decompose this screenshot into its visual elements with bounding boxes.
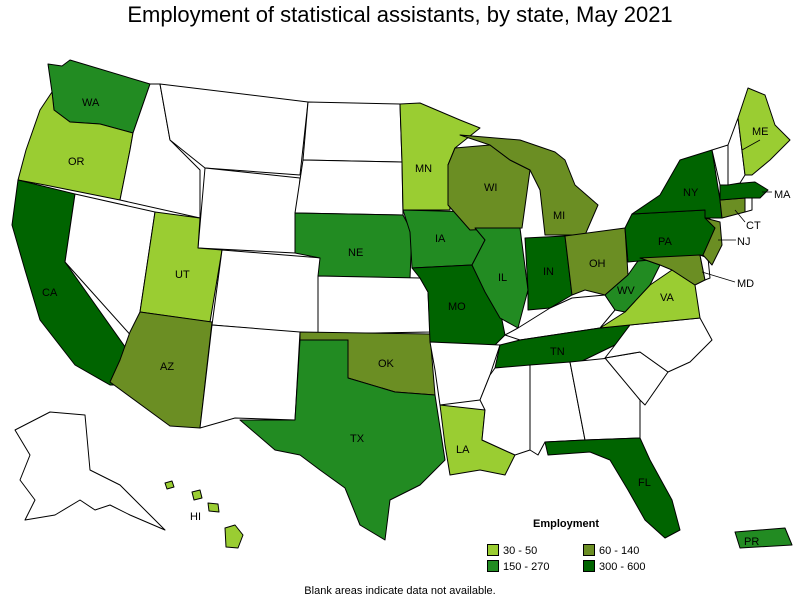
label-ca: CA: [42, 287, 58, 299]
legend-label-4: 300 - 600: [599, 561, 646, 573]
state-ks[interactable]: [317, 275, 431, 335]
state-ct[interactable]: [719, 197, 746, 219]
legend-item-4: 300 - 600: [583, 560, 645, 573]
legend-swatch-1: [487, 544, 499, 556]
legend-title: Employment: [533, 518, 600, 530]
legend-label-2: 60 - 140: [599, 545, 640, 557]
label-hi: HI: [190, 511, 201, 523]
legend-swatch-2: [583, 544, 595, 556]
label-in: IN: [543, 266, 554, 278]
state-mt[interactable]: [159, 83, 309, 176]
label-ny: NY: [683, 187, 699, 199]
legend-swatch-3: [487, 560, 499, 572]
label-mo: MO: [448, 301, 466, 313]
label-mn: MN: [415, 163, 432, 175]
state-hi[interactable]: [224, 524, 244, 549]
state-nd[interactable]: [302, 101, 403, 163]
label-wa: WA: [82, 97, 100, 109]
state-nh[interactable]: [727, 117, 746, 186]
label-ma: MA: [774, 189, 791, 201]
label-ct: CT: [746, 220, 761, 232]
map-title: Employment of statistical assistants, by…: [127, 2, 673, 27]
legend-swatch-4: [583, 560, 595, 572]
label-ok: OK: [378, 358, 395, 370]
label-wv: WV: [617, 285, 635, 297]
leader-ct: [734, 209, 746, 223]
label-or: OR: [68, 156, 85, 168]
state-pr[interactable]: [734, 527, 793, 549]
label-az: AZ: [160, 361, 174, 373]
state-ri[interactable]: [744, 197, 753, 213]
state-ak[interactable]: [14, 411, 166, 531]
label-mi: MI: [553, 210, 565, 222]
label-va: VA: [660, 292, 675, 304]
label-tx: TX: [350, 433, 365, 445]
state-wv[interactable]: [604, 257, 661, 313]
state-fl[interactable]: [544, 437, 681, 539]
state-il[interactable]: [471, 227, 529, 329]
legend-item-3: 150 - 270: [487, 560, 549, 573]
label-nj: NJ: [737, 236, 750, 248]
state-co[interactable]: [211, 249, 323, 335]
label-la: LA: [456, 444, 470, 456]
label-pa: PA: [658, 236, 673, 248]
legend-item-1: 30 - 50: [487, 544, 537, 557]
state-tx[interactable]: [239, 339, 446, 541]
legend-item-2: 60 - 140: [583, 544, 639, 557]
footnote: Blank areas indicate data not available.: [304, 585, 496, 597]
state-me[interactable]: [737, 87, 791, 176]
label-il: IL: [498, 272, 507, 284]
label-ne: NE: [348, 247, 363, 259]
label-wi: WI: [484, 182, 497, 194]
state-nm[interactable]: [199, 324, 301, 429]
label-tn: TN: [550, 346, 565, 358]
state-labels: WA OR CA UT AZ NE TX OK MN IA MO LA WI I…: [42, 97, 791, 548]
label-fl: FL: [638, 477, 651, 489]
label-ut: UT: [175, 269, 190, 281]
label-oh: OH: [589, 258, 606, 270]
state-nj[interactable]: [702, 217, 723, 266]
state-hi-islands[interactable]: [164, 480, 220, 513]
label-md: MD: [737, 278, 754, 290]
legend-label-3: 150 - 270: [503, 561, 550, 573]
state-wy[interactable]: [197, 167, 301, 254]
state-ny[interactable]: [631, 149, 723, 219]
state-ma[interactable]: [719, 181, 769, 201]
label-me: ME: [752, 126, 769, 138]
leader-md: [701, 271, 736, 283]
label-ia: IA: [435, 233, 446, 245]
state-sd[interactable]: [294, 159, 404, 216]
legend-label-1: 30 - 50: [503, 545, 538, 557]
leader-nh: [741, 139, 761, 151]
label-pr: PR: [744, 536, 759, 548]
